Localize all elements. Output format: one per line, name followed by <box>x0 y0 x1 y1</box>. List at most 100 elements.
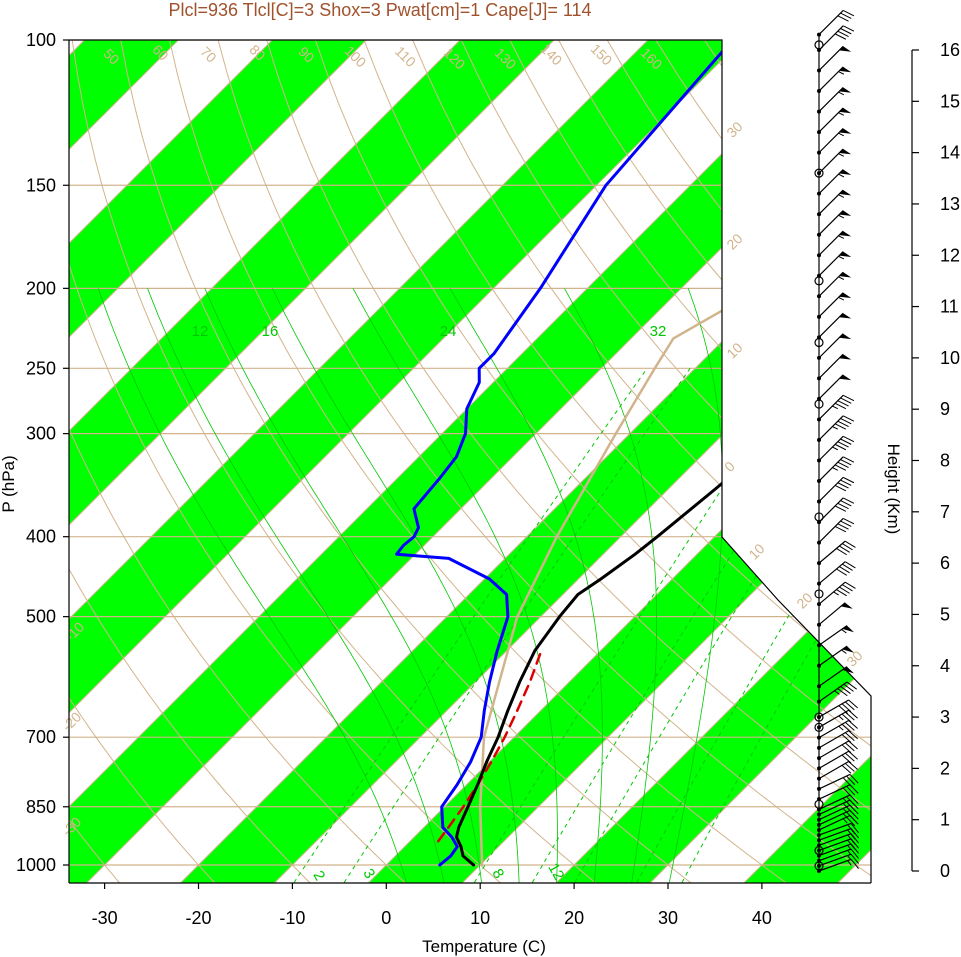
wind-barb-flag <box>839 46 852 52</box>
wind-barb-shaft <box>818 148 844 174</box>
wind-barb-feather <box>841 754 852 764</box>
dry-adiabat-line <box>266 40 871 812</box>
moist-adiabat-lines <box>97 288 724 883</box>
wind-barb-shaft <box>818 540 846 564</box>
height-axis-title: Height (Km) <box>884 444 903 535</box>
dry-adiabat-line <box>69 427 407 883</box>
wind-barb-feather <box>841 713 852 723</box>
wind-barb <box>817 107 852 135</box>
mixing-ratio-line <box>343 368 691 883</box>
wind-barb-shaft <box>818 814 851 831</box>
wind-barb-shaft <box>818 517 844 544</box>
wind-barb-shaft <box>818 374 844 400</box>
dry-adiabat-line <box>71 40 597 883</box>
wind-barb-feather <box>847 834 856 845</box>
wind-barb-half-feather <box>842 808 848 814</box>
wind-barb-shaft <box>818 784 851 800</box>
height-tick-label: 16 <box>940 40 960 60</box>
wind-barb-feather <box>846 785 856 796</box>
y-tick-label: 150 <box>26 175 56 195</box>
wind-barb-flag <box>839 210 852 216</box>
height-tick-label: 1 <box>940 810 950 830</box>
wind-barb-flag <box>839 190 852 196</box>
wind-level-dot <box>817 838 821 843</box>
wind-barb-half-feather <box>833 591 839 596</box>
wind-level-circle <box>814 861 824 871</box>
wind-barb <box>817 740 858 761</box>
height-tick-label: 10 <box>940 348 960 368</box>
isotherm-label: -20 <box>59 709 85 735</box>
dry-adiabat-label: 70 <box>197 43 219 65</box>
wind-level-dot <box>817 89 821 94</box>
dewpoint-line <box>395 40 734 867</box>
wind-barb-feather <box>842 543 853 551</box>
wind-level-dot <box>817 232 821 237</box>
wind-barb-shaft <box>818 719 849 739</box>
wind-barb <box>817 476 855 504</box>
wind-barb-half-feather <box>838 214 845 219</box>
wind-barb-feather <box>842 25 855 32</box>
wind-barb <box>817 750 858 771</box>
wind-barb <box>817 148 852 176</box>
wind-barb-flag <box>839 292 852 298</box>
x-tick-label: -20 <box>185 908 211 928</box>
wind-barb-feather <box>837 420 849 427</box>
wind-barb-feather <box>850 823 859 834</box>
wind-barb-half-feather <box>838 71 845 75</box>
wind-barb-feather <box>840 438 852 445</box>
wind-level-circle <box>814 168 824 178</box>
wind-barb-feather <box>844 722 855 731</box>
wind-barb-half-feather <box>832 426 839 430</box>
wind-barb-feather <box>834 505 847 512</box>
wind-barb-feather <box>839 586 850 594</box>
y-tick-label: 700 <box>26 727 56 747</box>
wind-barb-feather <box>842 435 855 443</box>
wind-level-dot <box>817 812 821 817</box>
wind-level-dot <box>817 458 821 463</box>
wind-barb <box>817 271 852 299</box>
wind-barb <box>817 333 852 360</box>
isotherm-line <box>69 40 367 338</box>
wind-barb-shaft <box>818 333 844 359</box>
wind-barb-shaft <box>818 561 846 585</box>
dry-adiabat-line <box>314 40 871 747</box>
wind-barb-half-feather <box>847 855 852 861</box>
x-tick-label: 20 <box>564 908 584 928</box>
wind-barb <box>817 799 859 817</box>
wind-barb-feather <box>850 848 859 859</box>
wind-barb-feather <box>840 520 852 527</box>
wind-barb <box>817 625 854 648</box>
wind-barb-feather <box>849 774 859 784</box>
wind-barb-feather <box>842 563 853 571</box>
x-tick-label: 0 <box>381 908 391 928</box>
wind-barb-half-feather <box>838 194 845 198</box>
wind-barb <box>817 169 852 196</box>
wind-barb <box>817 189 852 217</box>
wind-barb-shaft <box>818 761 849 780</box>
wind-barb-feather <box>842 9 855 17</box>
wind-barb-feather <box>841 744 852 754</box>
wind-level-circle <box>814 589 824 599</box>
wind-level-circle <box>814 337 824 348</box>
wind-level-dot <box>817 499 821 504</box>
mixing-ratio-line <box>293 368 648 883</box>
dry-adiabat-line <box>69 819 121 883</box>
wind-level-dot <box>817 417 821 422</box>
height-tick-label: 15 <box>940 91 960 111</box>
right-mask <box>720 40 961 883</box>
mixing-ratio-label: 32 <box>650 323 667 340</box>
wind-barb-half-feather <box>838 276 845 280</box>
wind-barb <box>817 773 859 791</box>
wind-barb-feather <box>840 686 851 694</box>
wind-barb-shaft <box>818 415 844 441</box>
y-tick-label: 500 <box>26 607 56 627</box>
dry-adiabat-line <box>460 40 871 559</box>
wind-barb <box>817 794 859 812</box>
wind-level-dot <box>817 643 821 648</box>
height-tick-label: 13 <box>940 194 960 214</box>
temperature-band <box>69 40 871 883</box>
wind-barb <box>817 853 859 868</box>
wind-barb-half-feather <box>838 112 845 116</box>
wind-barb-feather <box>837 15 849 22</box>
wind-level-dot <box>817 212 821 217</box>
